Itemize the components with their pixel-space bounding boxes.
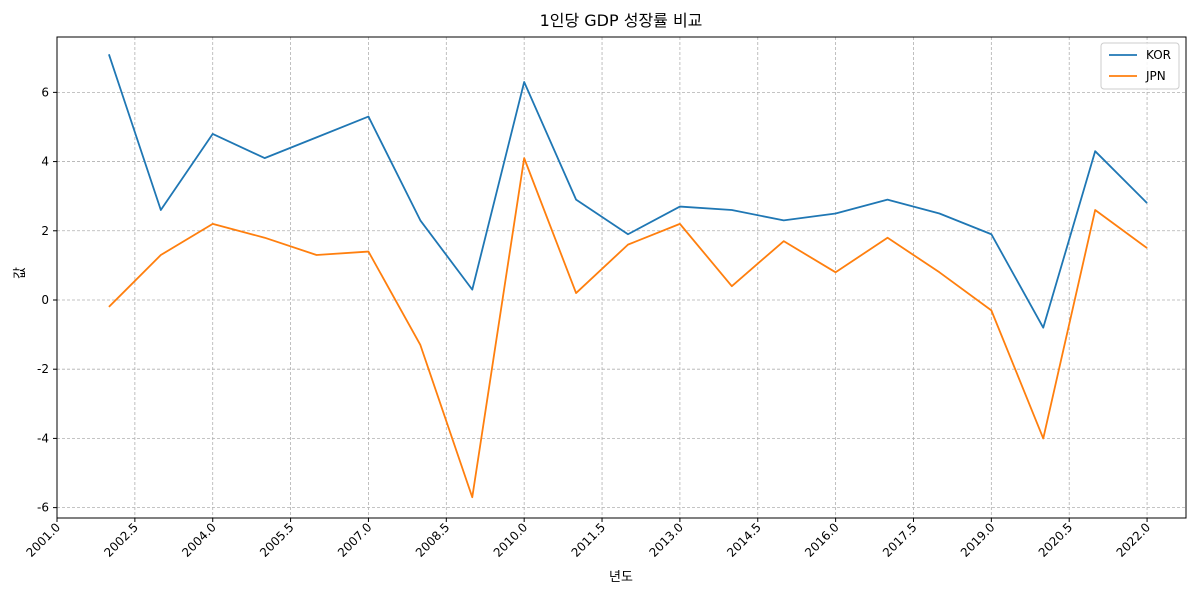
y-tick-label: 0	[41, 293, 49, 307]
x-tick-label: 2011.5	[569, 520, 609, 560]
series-layer	[108, 54, 1148, 499]
legend-label-kor: KOR	[1146, 48, 1171, 62]
x-tick-label: 2008.5	[413, 520, 453, 560]
y-tick-label: 4	[41, 155, 49, 169]
x-tick-label: 2020.5	[1036, 520, 1076, 560]
x-tick-label: 2007.0	[335, 520, 375, 560]
y-tick-label: 6	[41, 85, 49, 99]
x-tick-label: 2017.5	[880, 520, 920, 560]
grid-layer	[56, 37, 1186, 518]
x-axis-label: 년도	[609, 570, 633, 585]
y-tick-label: 2	[41, 224, 49, 238]
legend: KOR JPN	[1100, 42, 1180, 90]
x-axis: 2001.0 2002.5 2004.0 2005.5 2007.0 2008.5 2010…	[24, 518, 1154, 560]
x-tick-label: 2016.0	[802, 520, 842, 560]
x-tick-label: 2002.5	[101, 520, 141, 560]
y-tick-label: -2	[37, 362, 49, 376]
x-tick-label: 2005.5	[257, 520, 297, 560]
x-tick-label: 2004.0	[179, 520, 219, 560]
x-tick-label: 2013.0	[646, 520, 686, 560]
x-tick-label: 2001.0	[24, 520, 64, 560]
chart-title: 1인당 GDP 성장률 비교	[540, 11, 703, 30]
y-axis: -6 -4 -2 0 2 4 6	[37, 85, 57, 515]
plot-frame	[56, 36, 1187, 519]
x-tick-label: 2022.0	[1114, 520, 1154, 560]
y-tick-label: -4	[37, 431, 49, 445]
series-line-kor	[108, 54, 1148, 329]
legend-label-jpn: JPN	[1145, 69, 1166, 83]
x-tick-label: 2010.0	[491, 520, 531, 560]
y-tick-label: -6	[37, 501, 49, 515]
y-axis-label: 값	[13, 267, 28, 279]
x-tick-label: 2014.5	[724, 520, 764, 560]
x-tick-label: 2019.0	[958, 520, 998, 560]
series-line-jpn	[108, 157, 1148, 499]
